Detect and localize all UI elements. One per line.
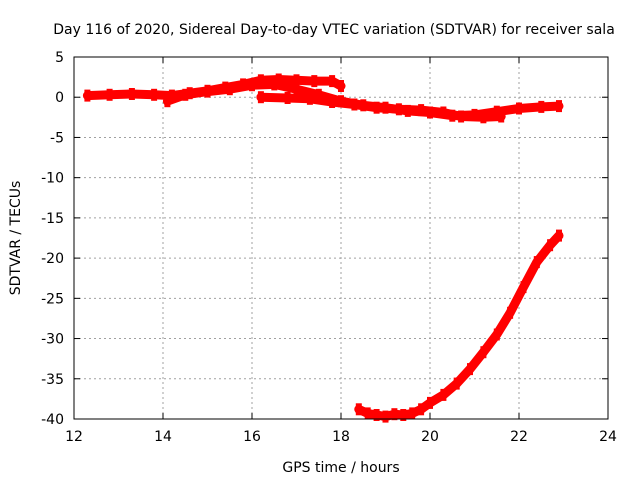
x-tick-label: 22	[510, 429, 528, 445]
data-point	[257, 74, 264, 87]
data-point	[164, 95, 171, 108]
data-point	[467, 363, 473, 376]
x-tick-label: 12	[65, 429, 83, 445]
data-point	[533, 256, 540, 269]
y-tick-label: -25	[41, 291, 64, 307]
data-point	[329, 75, 336, 88]
data-point	[520, 281, 527, 294]
y-axis-label: SDTVAR / TECUs	[8, 181, 24, 296]
data-point	[249, 79, 255, 92]
data-point	[440, 388, 447, 401]
y-tick-label: -30	[41, 332, 64, 348]
x-axis-label: GPS time / hours	[282, 460, 399, 476]
data-point	[516, 102, 522, 115]
data-point	[284, 92, 291, 104]
data-point	[547, 239, 554, 252]
data-point	[293, 83, 300, 96]
data-point	[418, 104, 425, 117]
data-point	[480, 111, 487, 124]
y-axis-ticks: 5 0 -5 -10 -15 -20 -25 -30 -35 -40	[41, 50, 608, 428]
x-axis-ticks: 12 14 16 18 20 22 24	[65, 57, 617, 445]
data-point	[204, 85, 211, 98]
plot-frame	[73, 56, 609, 420]
data-point	[306, 92, 313, 105]
y-tick-label: -20	[41, 251, 64, 267]
data-point	[507, 306, 514, 319]
data-point	[151, 88, 158, 101]
data-point	[293, 74, 300, 87]
data-point	[556, 229, 562, 242]
data-point	[311, 75, 318, 88]
data-point	[84, 89, 91, 102]
data-series	[82, 73, 564, 423]
y-tick-label: -10	[41, 171, 64, 187]
y-tick-label: 0	[55, 90, 64, 106]
y-tick-label: 5	[55, 50, 64, 66]
chart-title: Day 116 of 2020, Sidereal Day-to-day VTE…	[53, 22, 615, 38]
data-point	[493, 105, 500, 118]
x-tick-label: 24	[599, 429, 617, 445]
x-tick-label: 16	[243, 429, 261, 445]
y-tick-label: -15	[41, 211, 64, 227]
data-point	[338, 80, 344, 92]
data-point	[391, 408, 398, 421]
series-band-c	[256, 92, 506, 122]
data-point	[373, 101, 380, 114]
data-point	[382, 410, 389, 423]
data-point	[226, 83, 233, 96]
data-point	[458, 110, 465, 123]
data-point	[315, 88, 322, 101]
data-point	[364, 407, 371, 420]
data-point	[106, 88, 113, 101]
data-point	[395, 103, 402, 116]
data-point	[275, 73, 282, 86]
data-point	[182, 88, 189, 101]
data-point	[480, 346, 487, 359]
data-point	[355, 403, 362, 416]
x-tick-label: 14	[154, 429, 172, 445]
data-point	[351, 98, 358, 111]
data-point	[373, 409, 380, 421]
data-point	[538, 100, 545, 113]
data-point	[493, 328, 500, 341]
data-point	[556, 100, 562, 113]
y-tick-label: -35	[41, 372, 64, 388]
data-point	[440, 106, 447, 119]
data-point	[453, 377, 460, 390]
data-point	[409, 407, 416, 420]
y-tick-label: -5	[50, 130, 64, 146]
data-point	[329, 96, 336, 108]
data-point	[498, 110, 505, 123]
y-tick-label: -40	[41, 412, 64, 428]
data-point	[128, 88, 135, 100]
data-point	[257, 91, 264, 104]
data-point	[271, 78, 278, 91]
x-tick-label: 18	[332, 429, 350, 445]
x-tick-label: 20	[421, 429, 439, 445]
data-point	[418, 403, 425, 416]
data-point	[400, 409, 407, 421]
data-point	[427, 396, 433, 409]
